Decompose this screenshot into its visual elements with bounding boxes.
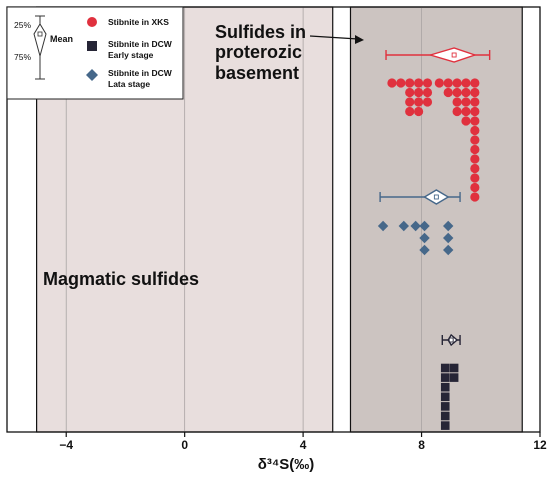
data-point-circle-9-3 [470,106,480,117]
data-point-circle-9-12 [470,192,480,202]
data-point-diamond-3-2 [419,244,430,256]
data-point-diamond-3-0 [419,220,430,232]
legend-q1-label: 25% [14,20,31,30]
data-point-circle-9-8 [470,154,480,164]
legend-label-xks: Stibnite in XKS [108,17,169,27]
series-circle [385,47,491,202]
summary-mean [451,52,457,58]
data-point-diamond-4-0 [443,220,454,232]
data-point-diamond-1-0 [398,220,409,232]
data-point-circle-2-1 [405,87,415,98]
data-point-diamond-4-1 [443,232,454,244]
data-point-diamond-4-2 [443,244,454,256]
legend-marker-xks [87,17,97,27]
data-point-square-0-4 [440,402,450,411]
legend-box-glyph [33,23,47,58]
legend-label-dcw-late-1: Stibnite in DCW [108,68,173,78]
data-point-circle-9-6 [470,135,480,145]
data-point-circle-7-1 [452,87,462,98]
data-point-square-0-2 [440,382,450,392]
data-point-square-0-1 [440,373,450,382]
data-point-circle-7-3 [452,106,462,117]
data-point-diamond-0-0 [377,220,389,232]
annotation-basement-line-3: basement [215,63,299,83]
data-point-circle-9-1 [470,87,480,98]
data-point-circle-2-0 [405,78,415,88]
data-point-circle-6-1 [443,87,453,98]
data-point-circle-8-4 [461,116,471,126]
data-point-square-1-0 [449,363,459,373]
data-series [377,47,491,430]
summary-mean [433,194,439,200]
data-point-circle-4-1 [422,87,433,98]
x-tick-label-3: 8 [418,438,425,452]
axes: −4 0 4 8 12 [6,6,547,452]
data-point-circle-0-0 [387,78,397,88]
data-point-circle-7-0 [452,78,462,88]
data-point-circle-6-0 [443,78,453,88]
annotation-arrow-head [355,35,364,44]
data-point-circle-9-9 [470,163,480,174]
data-point-circle-9-10 [470,173,480,183]
annotation-arrow-shaft [309,35,359,40]
x-axis-title: δ³⁴S(‰) [258,456,315,473]
data-point-circle-9-2 [470,97,480,107]
data-point-circle-3-2 [413,97,424,107]
data-point-circle-5-0 [434,78,444,88]
data-point-circle-9-11 [470,182,480,193]
data-point-circle-3-0 [413,78,424,88]
x-tick-label-2: 4 [300,438,307,452]
shaded-range-1 [349,6,523,433]
legend-mean-label: Mean [50,34,73,44]
summary-mean [448,337,454,343]
annotation-basement-line-1: Sulfides in [215,22,306,42]
annotation-basement-line-2: proterozic [215,42,302,62]
legend-marker-dcw-late [86,69,98,81]
data-point-circle-3-3 [413,106,424,117]
data-point-circle-3-1 [413,87,424,98]
legend-mean-glyph [37,31,43,37]
plot-frame [6,6,541,433]
data-point-square-0-6 [440,421,450,430]
data-point-circle-2-3 [405,106,415,117]
x-tick-label-0: −4 [59,438,73,452]
legend-label-dcw-early-1: Stibnite in DCW [108,39,173,49]
data-point-diamond-2-0 [410,220,421,232]
data-point-circle-8-0 [461,78,471,88]
data-point-circle-4-2 [422,97,433,107]
series-square [440,333,461,430]
data-point-circle-7-2 [452,97,462,107]
data-point-square-0-3 [440,392,450,402]
data-point-square-0-0 [440,363,450,373]
summary-box [423,189,450,205]
summary-box [447,333,459,347]
data-point-circle-8-1 [461,87,471,98]
data-point-circle-9-4 [470,116,480,126]
legend-label-dcw-early-2: Early stage [108,50,154,60]
series-diamond [377,189,461,256]
data-point-circle-9-7 [470,144,480,155]
annotation-magmatic: Magmatic sulfides [43,269,199,289]
data-point-circle-8-2 [461,97,471,107]
legend-q3-label: 75% [14,52,31,62]
data-point-square-0-5 [440,411,450,421]
legend-marker-dcw-early [87,41,97,51]
summary-box [427,47,478,63]
data-point-diamond-3-1 [419,232,430,244]
x-tick-label-1: 0 [181,438,188,452]
data-point-circle-2-2 [405,97,415,107]
data-point-square-1-1 [449,373,459,382]
x-tick-label-4: 12 [533,438,547,452]
data-point-circle-4-0 [422,78,433,88]
data-point-circle-9-5 [470,125,480,136]
legend: 25% 75% Mean Stibnite in XKS Stibnite in… [6,6,184,100]
data-point-circle-8-3 [461,106,471,117]
data-point-circle-9-0 [470,78,480,88]
legend-label-dcw-late-2: Lata stage [108,79,150,89]
data-point-circle-1-0 [396,78,406,88]
